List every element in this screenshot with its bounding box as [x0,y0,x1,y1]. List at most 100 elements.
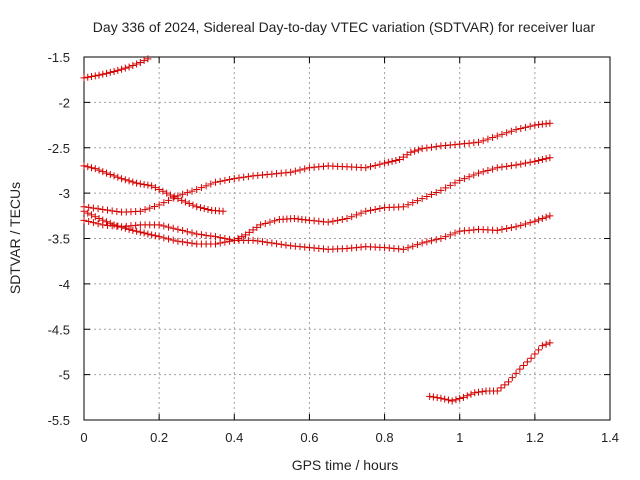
data-point [459,393,467,401]
data-point [512,223,520,231]
data-point [188,239,196,247]
data-point [512,161,520,169]
data-point [257,221,265,229]
data-point [140,229,148,237]
data-point [136,207,144,215]
data-point [165,223,173,231]
data-point [484,166,492,174]
data-point [144,181,152,189]
data-point [129,178,137,186]
data-point [542,213,550,221]
data-point [418,145,426,153]
data-point [535,216,543,224]
data-point [338,215,346,223]
data-point [99,70,107,78]
data-point [384,158,392,166]
data-point [489,134,497,142]
data-point [129,61,137,69]
data-point [121,224,129,232]
data-point [475,138,482,146]
data-point [207,232,215,240]
data-point [188,229,196,237]
data-point [234,235,242,242]
data-point [437,394,445,402]
data-point [507,162,515,170]
data-point [413,241,421,249]
data-point [542,340,550,348]
x-axis-ticks: 0 0.2 0.4 0.6 0.8 1 1.2 1.4 [80,57,619,445]
data-point [125,225,133,233]
data-point [479,168,487,176]
data-point [133,179,141,187]
data-point [428,237,436,245]
data-point [89,219,97,227]
data-point [538,156,546,164]
data-point [212,240,219,248]
data-point [94,220,102,228]
data-point [538,342,546,350]
data-point [242,231,250,239]
data-point [163,189,171,197]
data-point [498,163,506,171]
y-tick-label: -3.5 [48,232,70,247]
data-point [404,244,412,252]
data-point [155,221,163,229]
data-point [148,182,156,190]
data-point [498,225,506,233]
data-point [451,179,459,187]
data-point [517,160,525,168]
data-point [144,230,152,238]
data-point [503,162,511,170]
data-point [442,233,450,241]
data-point [521,220,529,228]
data-point [160,234,168,242]
data-point [136,58,144,66]
data-point [343,215,351,223]
data-point [185,200,193,208]
data-point [188,187,196,195]
data-point [204,205,212,213]
series-track-2 [80,162,227,215]
data-point [296,166,304,174]
data-point [183,239,191,247]
data-point [517,221,525,229]
x-tick-label: 0.2 [150,430,168,445]
data-point [441,395,449,403]
data-point [88,73,96,81]
data-point [146,204,154,212]
data-point [388,157,396,165]
data-point [520,362,528,370]
data-point [432,143,440,151]
data-point [521,159,529,167]
y-tick-label: -3 [58,186,70,201]
data-marks [80,55,554,405]
data-point [197,231,205,239]
data-point [174,192,182,200]
data-point [465,173,473,181]
data-point [148,231,156,239]
data-point [155,233,163,241]
data-point [371,161,379,169]
data-point [207,180,215,188]
data-point [497,384,505,392]
data-point [179,190,187,198]
series-track-6 [426,339,554,405]
data-point [136,228,144,236]
data-point [531,350,539,358]
data-point [411,147,419,155]
data-point [151,232,159,240]
data-point [85,203,93,211]
data-point [399,153,407,161]
data-point [151,184,159,192]
data-point [282,241,290,249]
data-point [196,204,204,212]
data-point [475,388,482,396]
data-point [133,60,141,68]
data-point [95,166,103,174]
data-point [399,245,407,253]
data-point [103,206,111,214]
data-point [221,238,229,246]
data-point [467,390,475,398]
data-point [392,156,400,164]
